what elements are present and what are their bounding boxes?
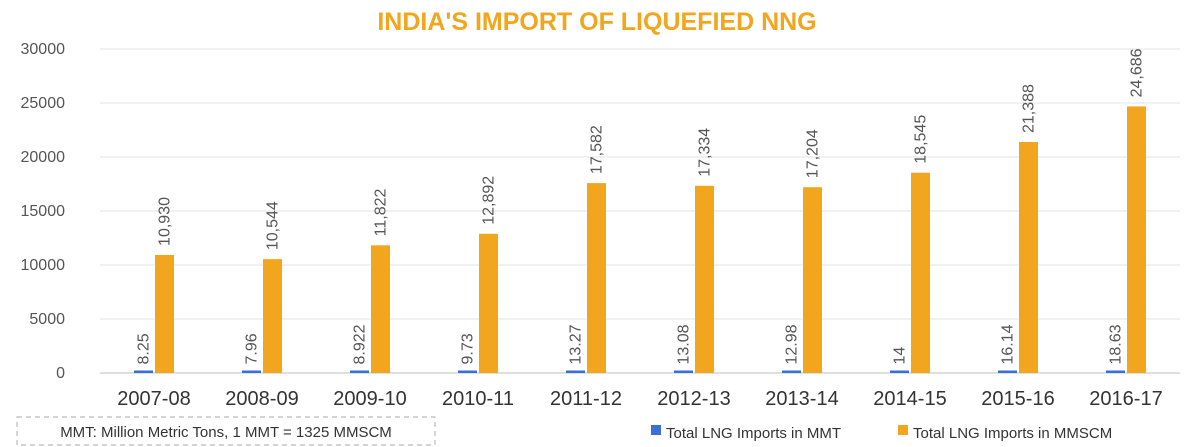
bar-mmscm: [155, 254, 174, 373]
note-box-border: [16, 416, 436, 446]
bar-mmscm: [371, 245, 390, 373]
bar-mmt: [566, 370, 585, 373]
legend-swatch-mmt: [651, 425, 661, 435]
data-label-mmscm: 12,892: [481, 176, 498, 225]
x-tick-label: 2007-08: [117, 388, 190, 410]
x-tick-label: 2014-15: [873, 388, 946, 410]
bar-mmscm: [695, 185, 714, 373]
data-label-mmscm: 11,822: [373, 188, 390, 236]
chart-title: INDIA'S IMPORT OF LIQUEFIED NNG: [377, 8, 816, 36]
data-label-mmt: 9.73: [460, 333, 477, 364]
data-label-mmt: 7.96: [244, 333, 261, 364]
y-tick-label: 10000: [21, 257, 66, 274]
bar-mmscm: [263, 259, 282, 373]
bar-mmt: [350, 370, 369, 373]
data-label-mmt: 16.14: [1000, 324, 1017, 364]
y-tick-label: 15000: [21, 203, 66, 220]
data-label-mmscm: 10,544: [265, 201, 282, 250]
bar-mmt: [458, 370, 477, 373]
bar-mmt: [998, 370, 1017, 373]
note-text: MMT: Million Metric Tons, 1 MMT = 1325 M…: [60, 424, 392, 441]
note-box: MMT: Million Metric Tons, 1 MMT = 1325 M…: [16, 416, 436, 446]
y-tick-label: 20000: [21, 149, 66, 166]
data-label-mmscm: 18,545: [913, 115, 930, 164]
legend-label-mmt: Total LNG Imports in MMT: [666, 425, 841, 442]
data-label-mmt: 8.25: [136, 333, 153, 364]
data-label-mmscm: 17,334: [697, 128, 714, 177]
x-tick-label: 2008-09: [225, 388, 298, 410]
bar-mmscm: [1127, 106, 1146, 373]
data-label-mmscm: 17,582: [589, 125, 606, 174]
y-tick-label: 25000: [21, 95, 66, 112]
x-tick-label: 2012-13: [657, 388, 730, 410]
data-label-mmt: 8.922: [352, 324, 369, 364]
data-label-mmt: 13.27: [568, 324, 585, 364]
x-tick-label: 2010-11: [442, 388, 514, 410]
bar-mmt: [782, 370, 801, 373]
data-label-mmt: 14: [892, 347, 909, 365]
grid-lines: [100, 48, 1180, 374]
data-label-mmt: 18.63: [1108, 324, 1125, 364]
bar-mmscm: [1019, 142, 1038, 373]
y-tick-label: 30000: [21, 41, 66, 58]
y-tick-label: 5000: [29, 311, 65, 328]
bar-mmt: [134, 370, 153, 373]
data-label-mmscm: 17,204: [805, 129, 822, 178]
data-label-mmt: 12.98: [784, 324, 801, 364]
bar-mmscm: [911, 172, 930, 373]
x-tick-label: 2016-17: [1089, 388, 1162, 410]
x-axis-ticks: 2007-08 2008-09 2009-10 2010-11 2011-12 2012-…: [117, 388, 1162, 410]
x-tick-label: 2011-12: [550, 388, 622, 410]
data-label-mmscm: 21,388: [1021, 84, 1038, 133]
data-label-mmt: 13.08: [676, 324, 693, 364]
x-tick-label: 2015-16: [981, 388, 1054, 410]
data-label-mmscm: 10,930: [157, 197, 174, 246]
bar-mmscm: [587, 183, 606, 373]
bar-mmt: [674, 370, 693, 373]
bar-mmt: [890, 370, 909, 373]
data-label-mmscm: 24,686: [1129, 48, 1146, 97]
bar-mmt: [1106, 370, 1125, 373]
x-tick-label: 2009-10: [333, 388, 406, 410]
y-axis-ticks: 0 5000 10000 15000 20000 25000 30000: [21, 41, 66, 382]
legend-label-mmscm: Total LNG Imports in MMSCM: [913, 425, 1112, 442]
bars: [134, 106, 1146, 373]
data-labels: 8.25 10,930 7.96 10,544 8.922 11,822 9.73 12,89…: [136, 48, 1146, 364]
x-tick-label: 2013-14: [765, 388, 838, 410]
y-tick-label: 0: [56, 365, 65, 382]
bar-mmscm: [803, 187, 822, 373]
bar-mmt: [242, 370, 261, 373]
bar-mmscm: [479, 233, 498, 373]
legend: Total LNG Imports in MMT Total LNG Impor…: [651, 425, 1112, 442]
legend-swatch-mmscm: [898, 425, 908, 435]
